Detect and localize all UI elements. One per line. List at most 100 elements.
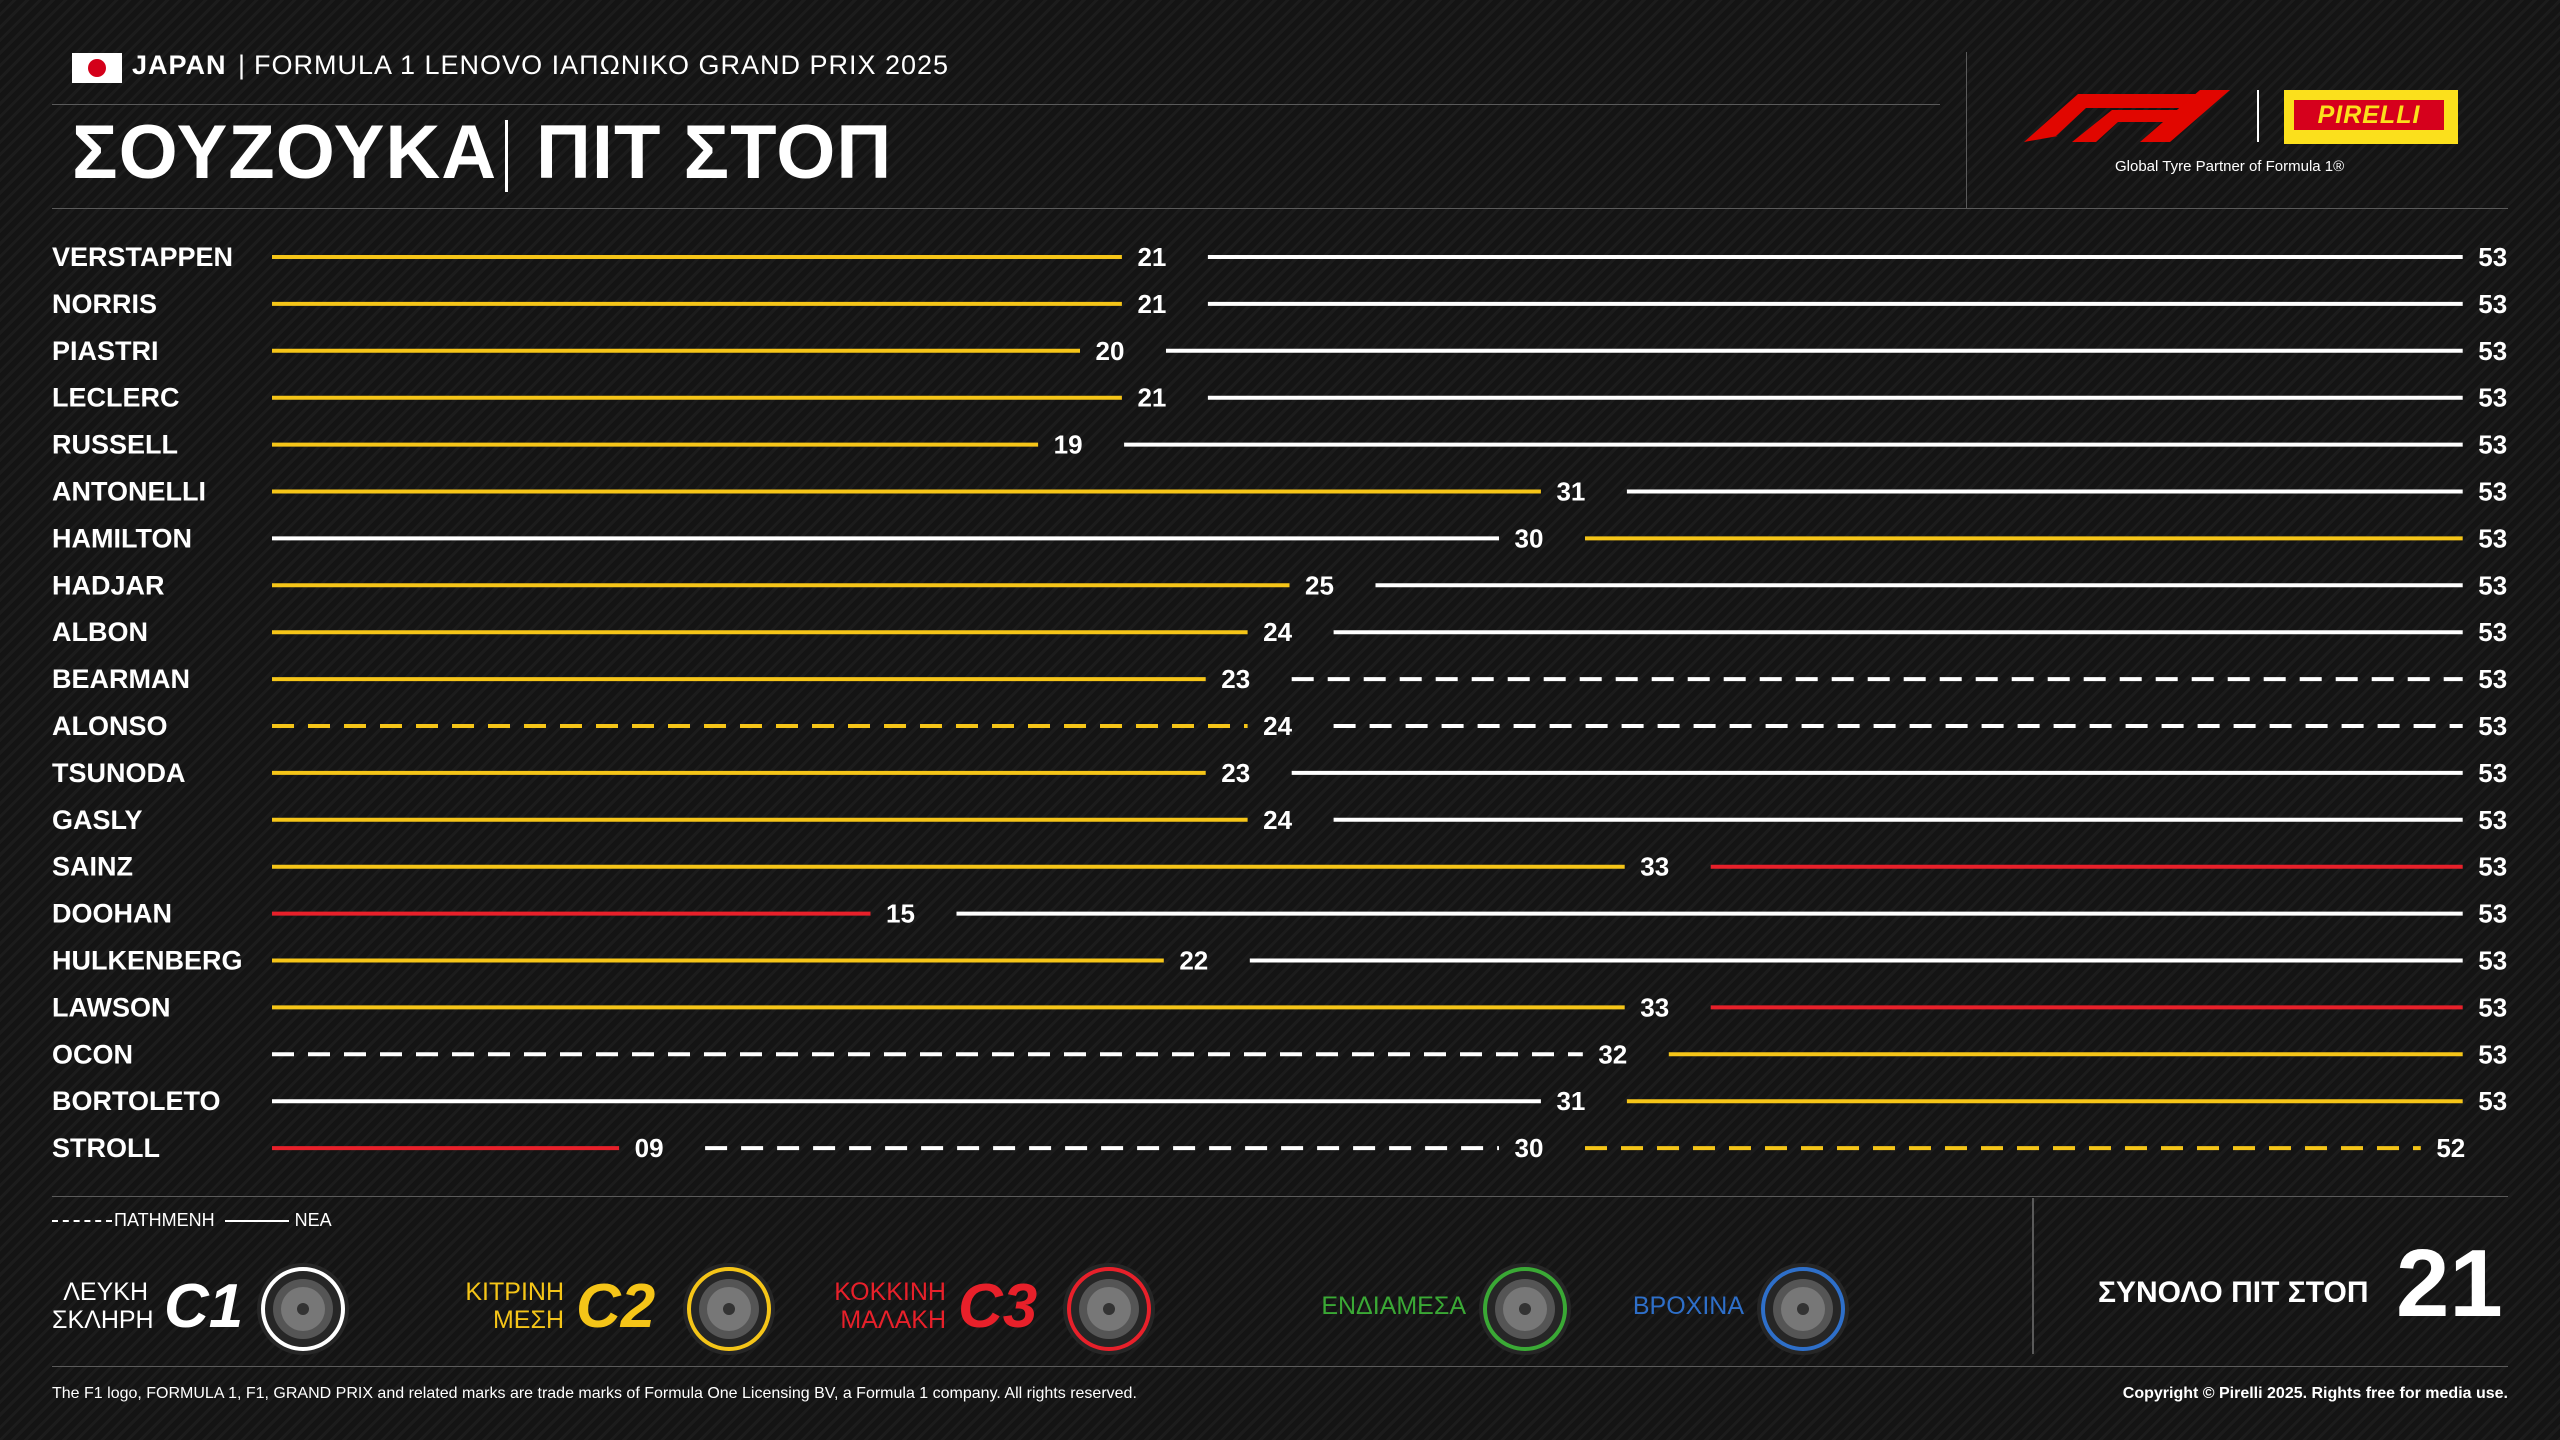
japan-flag-icon bbox=[72, 53, 122, 83]
tyre-hard-code: C1 bbox=[164, 1272, 244, 1341]
pit-lap-label: 53 bbox=[2478, 852, 2507, 882]
pit-lap-label: 31 bbox=[1556, 1086, 1585, 1116]
pit-lap-label: 53 bbox=[2478, 336, 2507, 366]
driver-name: VERSTAPPEN bbox=[52, 242, 233, 272]
pit-lap-label: 31 bbox=[1556, 477, 1585, 507]
driver-name: STROLL bbox=[52, 1133, 160, 1163]
event-title: FORMULA 1 LENOVO ΙΑΠΩΝΙΚΟ GRAND PRIX 202… bbox=[254, 50, 950, 80]
total-pit-stops-label: ΣΥΝΟΛΟ ΠΙΤ ΣΤΟΠ bbox=[2098, 1276, 2369, 1309]
wet-tyre-icon bbox=[1757, 1263, 1849, 1355]
header-bottom-divider bbox=[52, 208, 2508, 209]
driver-name: BEARMAN bbox=[52, 664, 190, 694]
pit-lap-label: 24 bbox=[1263, 617, 1292, 647]
pit-lap-label: 53 bbox=[2478, 523, 2507, 553]
pit-lap-label: 21 bbox=[1137, 242, 1166, 272]
pit-lap-label: 53 bbox=[2478, 477, 2507, 507]
tyre-medium-name: ΚΙΤΡΙΝΗ ΜΕΣΗ bbox=[465, 1278, 564, 1334]
header-divider bbox=[52, 104, 1940, 105]
pit-lap-label: 33 bbox=[1640, 852, 1669, 882]
total-divider bbox=[2032, 1198, 2034, 1354]
pit-lap-label: 30 bbox=[1515, 1133, 1544, 1163]
pit-lap-label: 53 bbox=[2478, 805, 2507, 835]
driver-name: BORTOLETO bbox=[52, 1086, 221, 1116]
driver-name: ALBON bbox=[52, 617, 148, 647]
pit-lap-label: 23 bbox=[1221, 664, 1250, 694]
pit-lap-label: 53 bbox=[2478, 570, 2507, 600]
pit-lap-label: 22 bbox=[1179, 946, 1208, 976]
pit-lap-label: 15 bbox=[886, 899, 915, 929]
pit-lap-label: 53 bbox=[2478, 430, 2507, 460]
driver-name: GASLY bbox=[52, 805, 143, 835]
total-pit-stops-value: 21 bbox=[2396, 1230, 2503, 1337]
tyre-soft-name: ΚΟΚΚΙΝΗ ΜΑΛΑΚΗ bbox=[834, 1278, 946, 1334]
driver-name: OCON bbox=[52, 1039, 133, 1069]
pit-lap-label: 53 bbox=[2478, 1086, 2507, 1116]
pit-lap-label: 52 bbox=[2436, 1133, 2465, 1163]
pit-lap-label: 53 bbox=[2478, 758, 2507, 788]
driver-name: ANTONELLI bbox=[52, 477, 206, 507]
title-divider bbox=[505, 120, 508, 192]
driver-name: TSUNODA bbox=[52, 758, 186, 788]
pit-lap-label: 33 bbox=[1640, 992, 1669, 1022]
driver-name: LAWSON bbox=[52, 992, 171, 1022]
pit-lap-label: 53 bbox=[2478, 899, 2507, 929]
new-label: ΝΕΑ bbox=[294, 1210, 332, 1230]
tyre-soft-code: C3 bbox=[958, 1272, 1038, 1341]
pit-lap-label: 53 bbox=[2478, 289, 2507, 319]
driver-name: NORRIS bbox=[52, 289, 157, 319]
pit-lap-label: 24 bbox=[1263, 805, 1292, 835]
pit-lap-label: 53 bbox=[2478, 664, 2507, 694]
tyre-partner-tagline: Global Tyre Partner of Formula 1® bbox=[2115, 158, 2345, 175]
soft-tyre-icon bbox=[1063, 1263, 1155, 1355]
hard-tyre-icon bbox=[257, 1263, 349, 1355]
driver-name: HULKENBERG bbox=[52, 946, 243, 976]
tyre-medium-code: C2 bbox=[576, 1272, 656, 1341]
header-separator: | bbox=[238, 50, 246, 80]
pit-lap-label: 23 bbox=[1221, 758, 1250, 788]
driver-name: HAMILTON bbox=[52, 523, 192, 553]
used-label: ΠΑΤΗΜΕΝΗ bbox=[114, 1210, 215, 1230]
pit-lap-label: 20 bbox=[1096, 336, 1125, 366]
driver-name: LECLERC bbox=[52, 383, 180, 413]
pit-lap-label: 30 bbox=[1515, 523, 1544, 553]
trademark-notice: The F1 logo, FORMULA 1, F1, GRAND PRIX a… bbox=[52, 1385, 1137, 1402]
pit-lap-label: 21 bbox=[1137, 383, 1166, 413]
page-subtitle: ΠΙΤ ΣΤΟΠ bbox=[536, 110, 893, 195]
pit-lap-label: 53 bbox=[2478, 992, 2507, 1022]
pit-lap-label: 53 bbox=[2478, 711, 2507, 741]
country-label: JAPAN bbox=[132, 50, 227, 80]
pit-lap-label: 19 bbox=[1054, 430, 1083, 460]
intermediate-tyre-icon bbox=[1479, 1263, 1571, 1355]
pit-lap-label: 24 bbox=[1263, 711, 1292, 741]
new-line-swatch bbox=[224, 1220, 289, 1223]
pit-lap-label: 53 bbox=[2478, 1039, 2507, 1069]
copyright-notice: Copyright © Pirelli 2025. Rights free fo… bbox=[2122, 1385, 2508, 1402]
f1-logo-icon bbox=[2024, 90, 2230, 142]
used-line-swatch bbox=[52, 1220, 112, 1223]
logo-divider bbox=[2257, 90, 2259, 142]
pit-lap-label: 53 bbox=[2478, 946, 2507, 976]
line-style-legend: ΠΑΤΗΜΕΝΗ ΝΕΑ bbox=[52, 1210, 332, 1231]
driver-name: PIASTRI bbox=[52, 336, 159, 366]
tyre-hard-name: ΛΕΥΚΗ ΣΚΛΗΡΗ bbox=[52, 1278, 154, 1334]
tyre-wet-name: ΒΡΟΧΙΝΑ bbox=[1632, 1292, 1744, 1320]
pit-stop-chart: VERSTAPPEN 21 53 NORRIS 21 53 PIASTRI 20 53 LECLE… bbox=[52, 242, 2507, 1163]
footer-divider bbox=[52, 1366, 2508, 1367]
driver-name: HADJAR bbox=[52, 570, 165, 600]
pit-lap-label: 25 bbox=[1305, 570, 1334, 600]
driver-name: SAINZ bbox=[52, 852, 133, 882]
page-title: ΣΟΥΖΟΥΚΑ bbox=[72, 110, 498, 195]
pit-lap-label: 32 bbox=[1598, 1039, 1627, 1069]
driver-name: DOOHAN bbox=[52, 899, 172, 929]
pit-lap-label: 53 bbox=[2478, 617, 2507, 647]
medium-tyre-icon bbox=[683, 1263, 775, 1355]
pit-lap-label: 21 bbox=[1137, 289, 1166, 319]
driver-name: ALONSO bbox=[52, 711, 168, 741]
pit-lap-label: 53 bbox=[2478, 383, 2507, 413]
pirelli-logo: PIRELLI bbox=[2284, 90, 2458, 144]
tyre-intermediate-name: ΕΝΔΙΑΜΕΣΑ bbox=[1321, 1292, 1466, 1320]
legend-divider bbox=[52, 1196, 2508, 1197]
header-vertical-divider bbox=[1966, 52, 1967, 208]
driver-name: RUSSELL bbox=[52, 430, 178, 460]
pit-lap-label: 53 bbox=[2478, 242, 2507, 272]
